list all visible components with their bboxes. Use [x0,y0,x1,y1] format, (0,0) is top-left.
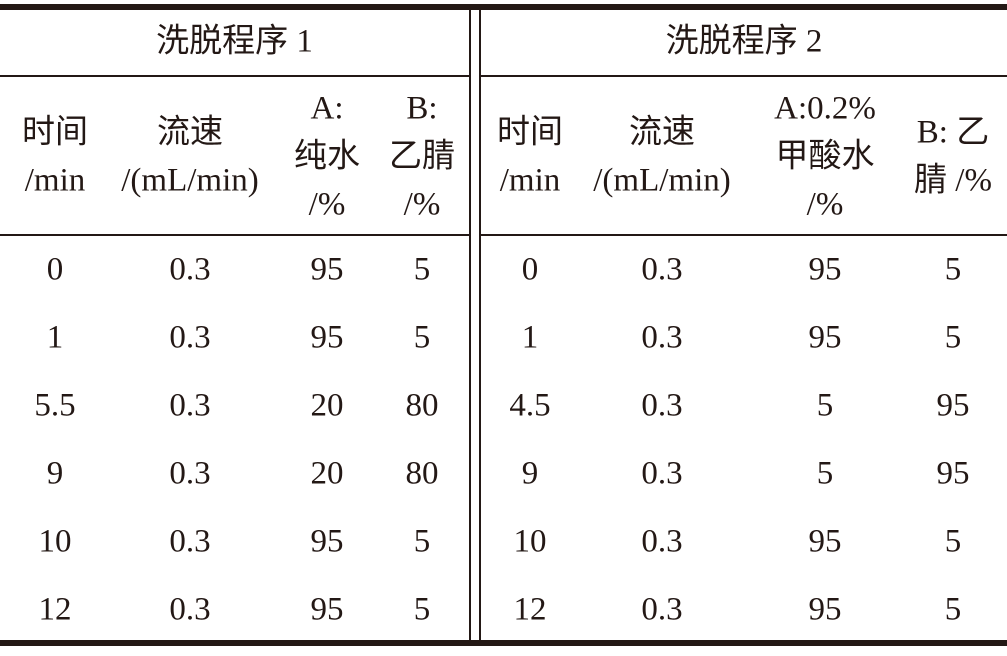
cell: 10 [38,523,72,560]
cell: 95 [936,455,970,492]
cell: 0.3 [169,523,211,560]
cell: 5 [944,251,962,288]
cell: 0.3 [169,455,211,492]
cell: 10 [513,523,547,560]
cell: 0.3 [169,387,211,424]
cell: 0 [46,251,64,288]
cell: 0 [521,251,539,288]
column-header: /(mL/min) [121,162,259,199]
column-header: /% [806,186,844,223]
column-header: /min [24,162,86,199]
cell: 9 [521,455,539,492]
cell: 95 [808,319,842,356]
cell: 0.3 [641,387,683,424]
cell: 5 [413,523,431,560]
panel-title: 洗脱程序 2 [665,23,823,60]
panel-title: 洗脱程序 1 [156,23,313,60]
cell: 5 [413,319,431,356]
cell: 1 [521,319,539,356]
column-header: A: [310,90,344,127]
cell: 5 [816,387,834,424]
bottom-rule [0,640,1007,646]
cell: 12 [513,591,547,628]
cell: 0.3 [641,455,683,492]
cell: 1 [46,319,64,356]
column-header: /% [308,186,346,223]
cell: 0.3 [641,251,683,288]
cell: 5 [944,319,962,356]
cell: 95 [808,591,842,628]
column-header: 流速 [629,114,695,151]
rule [481,75,1007,77]
column-header: /% [403,186,441,223]
rule [0,75,469,77]
cell: 9 [46,455,64,492]
cell: 95 [310,319,344,356]
column-header: 时间 [497,114,563,151]
cell: 0.3 [169,591,211,628]
cell: 95 [310,251,344,288]
cell: 80 [405,387,439,424]
top-rule [0,4,1007,10]
cell: 95 [936,387,970,424]
cell: 80 [405,455,439,492]
cell: 5 [944,591,962,628]
column-header: /min [499,162,561,199]
cell: 20 [310,387,344,424]
cell: 95 [808,523,842,560]
column-header: A:0.2% [774,90,876,127]
cell: 0.3 [169,319,211,356]
cell: 5.5 [34,387,76,424]
divider [469,8,471,644]
column-header: 甲酸水 [775,138,875,175]
cell: 5 [413,591,431,628]
column-header: 纯水 [294,138,360,175]
cell: 4.5 [509,387,551,424]
rule [0,234,469,236]
column-header: 乙腈 [389,138,455,175]
column-header: B: 乙 [916,114,990,151]
divider [479,8,481,644]
cell: 0.3 [641,319,683,356]
cell: 20 [310,455,344,492]
cell: 5 [413,251,431,288]
cell: 95 [310,591,344,628]
cell: 12 [38,591,72,628]
cell: 95 [310,523,344,560]
cell: 95 [808,251,842,288]
cell: 0.3 [169,251,211,288]
cell: 0.3 [641,523,683,560]
column-header: B: [406,90,438,127]
column-header: 腈 /% [914,162,992,199]
column-header: 时间 [22,114,88,151]
column-header: /(mL/min) [593,162,731,199]
cell: 5 [816,455,834,492]
rule [481,234,1007,236]
column-header: 流速 [157,114,223,151]
cell: 5 [944,523,962,560]
cell: 0.3 [641,591,683,628]
